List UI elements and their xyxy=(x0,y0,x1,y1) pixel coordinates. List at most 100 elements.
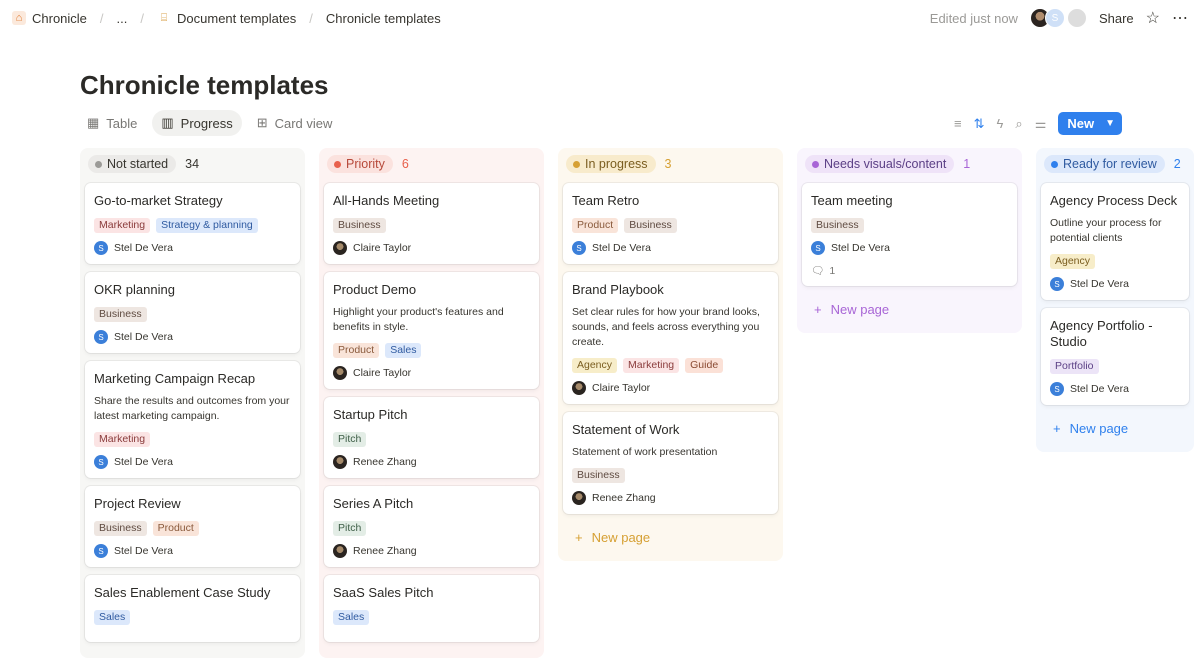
board-card[interactable]: Go-to-market Strategy Marketing Strategy &… xyxy=(85,183,300,264)
board-card[interactable]: Sales Enablement Case Study Sales xyxy=(85,575,300,642)
new-page-label: New page xyxy=(591,530,651,545)
breadcrumb: ⌂ Chronicle / ... / ⌸ Document templates… xyxy=(12,11,441,26)
tag: Business xyxy=(333,218,386,233)
status-badge[interactable]: Needs visuals/content xyxy=(805,155,955,173)
assignee-name: Claire Taylor xyxy=(353,242,412,254)
new-page-button[interactable]: + New page xyxy=(1041,413,1189,444)
column-header: Priority 6 xyxy=(327,153,536,175)
tag: Pitch xyxy=(333,432,367,447)
avatar[interactable] xyxy=(1066,8,1087,28)
tab-card-view[interactable]: ⊞ Card view xyxy=(248,110,342,136)
board-card[interactable]: Marketing Campaign Recap Share the result… xyxy=(85,361,300,478)
card-assignee: S Stel De Vera xyxy=(94,241,291,255)
sort-icon[interactable]: ⇅ xyxy=(973,115,985,131)
tag: Product xyxy=(333,343,380,358)
tab-progress[interactable]: ▥ Progress xyxy=(152,110,242,136)
tag: Strategy & planning xyxy=(156,218,258,233)
top-bar: ⌂ Chronicle / ... / ⌸ Document templates… xyxy=(0,0,1200,36)
card-title: Agency Portfolio - Studio xyxy=(1050,318,1153,349)
card-title: Team meeting xyxy=(811,193,893,208)
card-assignee: S Stel De Vera xyxy=(94,544,291,558)
tag: Sales xyxy=(385,343,422,358)
board-card[interactable]: OKR planning Business S Stel De Vera xyxy=(85,272,300,353)
assignee-name: Stel De Vera xyxy=(831,242,890,254)
avatar: S xyxy=(811,241,825,255)
filter-icon[interactable]: ≡ xyxy=(954,116,962,131)
automation-icon[interactable]: ϟ xyxy=(996,116,1004,131)
column-count: 3 xyxy=(664,157,672,171)
more-icon[interactable]: ⋯ xyxy=(1172,10,1188,27)
card-tags: Agency xyxy=(1050,254,1180,269)
board-card[interactable]: Agency Process Deck Outline your process … xyxy=(1041,183,1189,300)
tag: Sales xyxy=(333,610,370,625)
breadcrumb-document-templates[interactable]: Document templates xyxy=(177,10,297,26)
column-count: 1 xyxy=(963,157,971,171)
home-icon: ⌂ xyxy=(12,11,26,25)
breadcrumb-separator: / xyxy=(140,10,145,26)
card-title: Project Review xyxy=(94,496,181,511)
card-tags: Business xyxy=(572,468,769,483)
assignee-name: Stel De Vera xyxy=(1070,383,1129,395)
tag: Guide xyxy=(685,358,724,373)
board-card[interactable]: SaaS Sales Pitch Sales xyxy=(324,575,539,642)
assignee-name: Claire Taylor xyxy=(592,382,651,394)
card-title: Series A Pitch xyxy=(333,496,414,511)
card-tags: Pitch xyxy=(333,521,530,536)
card-tags: Business Product xyxy=(94,521,291,536)
breadcrumb-current[interactable]: Chronicle templates xyxy=(325,10,441,26)
card-title: SaaS Sales Pitch xyxy=(333,585,434,600)
settings-icon[interactable]: ⚌ xyxy=(1034,115,1047,131)
card-title: Product Demo xyxy=(333,282,417,297)
board-card[interactable]: All-Hands Meeting Business Claire Taylor xyxy=(324,183,539,264)
card-assignee: S Stel De Vera xyxy=(1050,277,1180,291)
share-button[interactable]: Share xyxy=(1098,10,1134,26)
new-page-label: New page xyxy=(1069,421,1129,436)
card-description: Highlight your product's features and be… xyxy=(333,306,504,333)
assignee-name: Stel De Vera xyxy=(114,242,173,254)
new-page-button[interactable]: + New page xyxy=(802,294,1017,325)
tab-table[interactable]: ▦ Table xyxy=(78,110,146,136)
breadcrumb-separator: / xyxy=(99,10,104,26)
tag: Product xyxy=(152,521,199,536)
new-page-button[interactable]: + New page xyxy=(563,522,778,553)
card-tags: Product Business xyxy=(572,218,769,233)
column-count: 2 xyxy=(1173,157,1181,171)
status-badge[interactable]: Ready for review xyxy=(1044,155,1165,173)
board-card[interactable]: Product Demo Highlight your product's fea… xyxy=(324,272,539,389)
comment-icon: 🗨 xyxy=(811,265,825,277)
tag: Business xyxy=(572,468,625,483)
status-label: Not started xyxy=(107,157,169,171)
collaborator-avatars[interactable]: S xyxy=(1029,8,1087,28)
breadcrumb-ellipsis[interactable]: ... xyxy=(116,10,128,26)
column-not-started: Not started 34 Go-to-market Strategy Market… xyxy=(80,148,305,658)
board-card[interactable]: Series A Pitch Pitch Renee Zhang xyxy=(324,486,539,567)
column-ready-for-review: Ready for review 2 Agency Process Deck Outl… xyxy=(1036,148,1194,452)
board-icon: ▥ xyxy=(161,115,174,130)
board-card[interactable]: Team Retro Product Business S Stel De Vera xyxy=(563,183,778,264)
card-title: OKR planning xyxy=(94,282,175,297)
board-card[interactable]: Statement of Work Statement of work prese… xyxy=(563,412,778,514)
card-assignee: Renee Zhang xyxy=(333,544,530,558)
search-icon[interactable]: ⌕ xyxy=(1015,115,1023,131)
board-card[interactable]: Team meeting Business S Stel De Vera 🗨 1 xyxy=(802,183,1017,286)
board-card[interactable]: Brand Playbook Set clear rules for how yo… xyxy=(563,272,778,404)
tag: Marketing xyxy=(623,358,680,373)
assignee-name: Renee Zhang xyxy=(353,545,417,557)
board-card[interactable]: Startup Pitch Pitch Renee Zhang xyxy=(324,397,539,478)
column-count: 34 xyxy=(185,157,200,171)
status-badge[interactable]: Priority xyxy=(327,155,393,173)
star-icon[interactable]: ☆ xyxy=(1145,10,1160,27)
tab-label: Table xyxy=(106,115,138,131)
card-assignee: S Stel De Vera xyxy=(94,330,291,344)
avatar[interactable]: S xyxy=(1044,8,1065,28)
avatar: S xyxy=(1050,277,1064,291)
avatar xyxy=(333,366,347,380)
status-badge[interactable]: In progress xyxy=(566,155,656,173)
new-button[interactable]: New ▼ xyxy=(1058,112,1122,135)
board-card[interactable]: Project Review Business Product S Stel De Ve… xyxy=(85,486,300,567)
status-badge[interactable]: Not started xyxy=(88,155,177,173)
breadcrumb-chronicle[interactable]: Chronicle xyxy=(32,10,87,26)
board-card[interactable]: Agency Portfolio - Studio Portfolio S Stel … xyxy=(1041,308,1189,405)
tag: Agency xyxy=(1050,254,1096,269)
chevron-down-icon[interactable]: ▼ xyxy=(1105,118,1115,129)
